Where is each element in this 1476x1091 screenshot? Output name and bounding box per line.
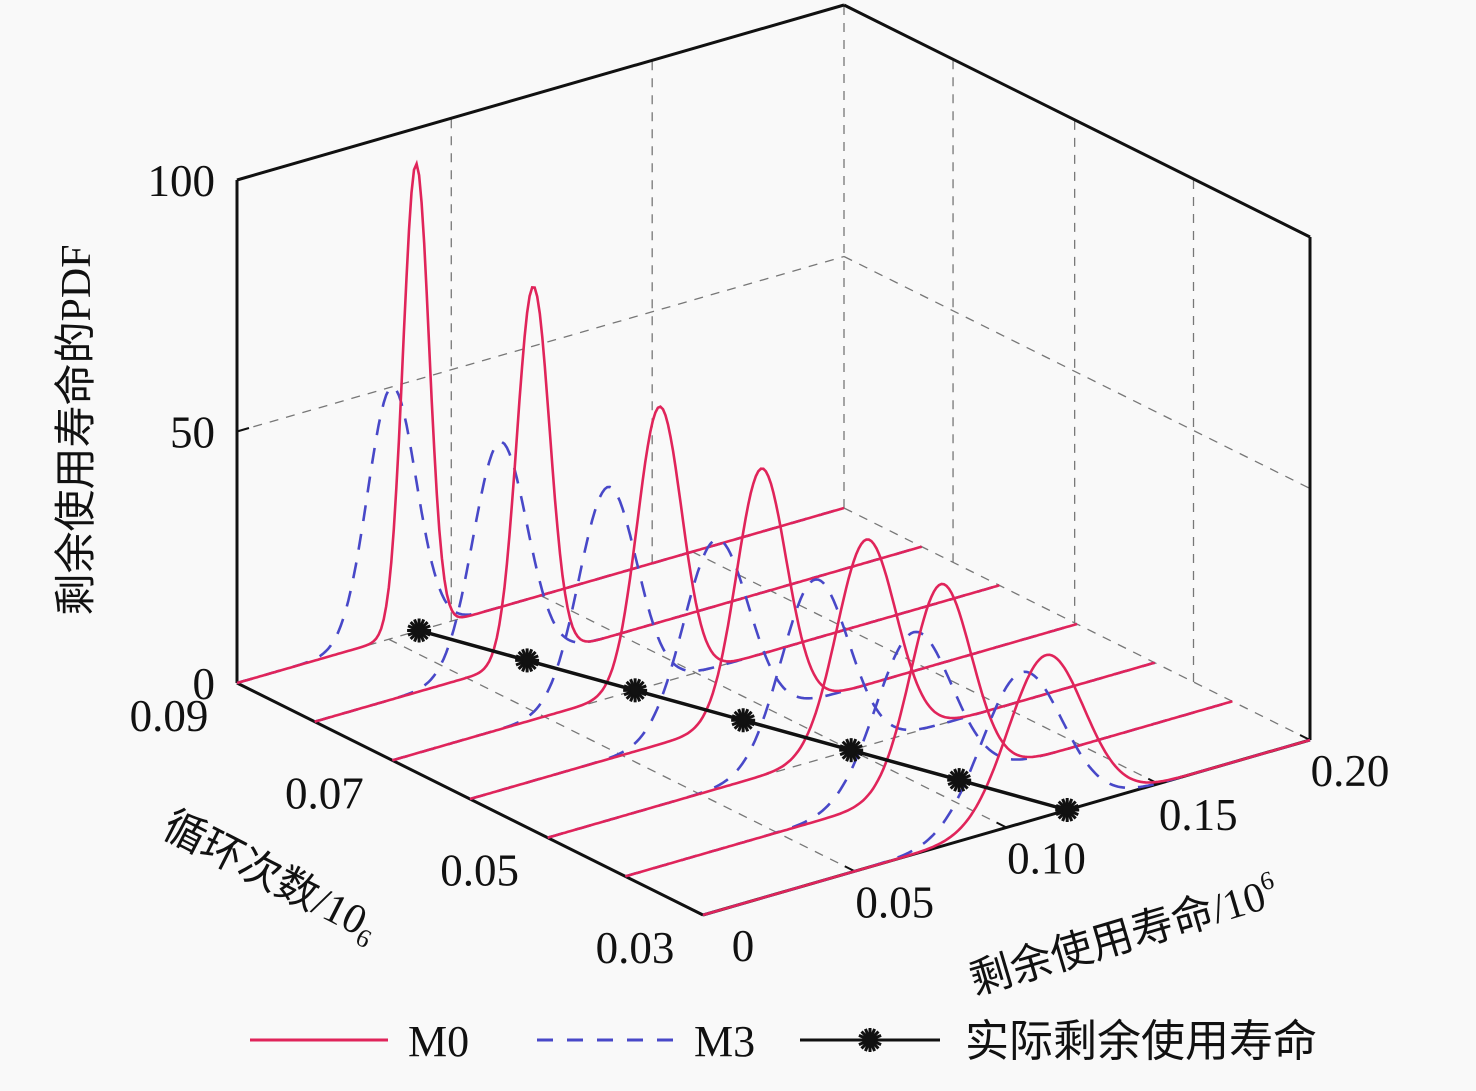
actual-rul-marker	[515, 648, 540, 673]
z-tick-label: 0	[193, 659, 216, 709]
y-tick-label: 0.20	[1311, 746, 1390, 796]
z-tick-label: 100	[148, 156, 216, 206]
star-center	[954, 775, 965, 786]
actual-rul-marker	[731, 708, 756, 733]
m3-pdf-curve	[314, 440, 923, 723]
gridline-z-right-wall	[843, 255, 1311, 490]
actual-rul-marker	[1055, 798, 1080, 822]
gridline-z-left-wall	[236, 255, 845, 433]
actual-rul-marker	[623, 678, 648, 703]
legend-label-actual: 实际剩余使用寿命	[965, 1017, 1317, 1066]
actual-rul-marker	[407, 618, 432, 643]
gridline-floor-rul	[540, 594, 1007, 829]
star-center	[414, 625, 425, 636]
y-tick-label: 0.15	[1159, 790, 1238, 840]
star-center	[738, 715, 749, 726]
y-axis-label: 剩余使用寿命/106	[963, 865, 1283, 1004]
x-tick-label: 0.07	[285, 768, 364, 818]
y-tick-label: 0	[732, 921, 755, 971]
x-axis-label-text: 循环次数/106	[154, 803, 386, 954]
z-tick-mark	[236, 427, 250, 433]
m0-pdf-curve	[391, 405, 1000, 762]
m0-pdf-curve	[469, 467, 1078, 801]
x-tick-label: 0.03	[596, 923, 675, 973]
legend-star-icon	[858, 1028, 882, 1052]
m0-pdf-curve	[624, 582, 1233, 878]
top-edge-right	[843, 3, 1311, 239]
y-tick-label: 0.05	[855, 877, 934, 927]
z-tick-label: 50	[170, 408, 215, 458]
m3-pdf-curve	[547, 578, 1156, 839]
m0-pdf-curve	[314, 286, 923, 723]
star-center	[1062, 805, 1073, 815]
actual-rul-marker	[839, 738, 864, 763]
m0-pdf-curve	[702, 653, 1311, 917]
y-tick-mark	[996, 821, 1007, 829]
y-tick-mark	[692, 909, 704, 916]
legend-label-m0: M0	[408, 1017, 469, 1066]
z-tick-mark	[236, 175, 250, 181]
m3-pdf-curve	[391, 485, 1000, 762]
legend-label-m3: M3	[694, 1017, 755, 1066]
legend: M0 M3 实际剩余使用寿命	[250, 1017, 1317, 1066]
z-axis-label: 剩余使用寿命的PDF	[53, 244, 100, 615]
star-center	[522, 655, 533, 666]
star-center	[865, 1035, 875, 1045]
x-tick-label: 0.09	[130, 691, 209, 741]
star-center	[630, 685, 641, 696]
actual-rul-marker	[947, 768, 972, 793]
m0-pdf-curve	[236, 159, 845, 685]
y-tick-label: 0.10	[1007, 834, 1086, 884]
y-axis-label-text: 剩余使用寿命/106	[963, 865, 1283, 1004]
top-edge-left	[236, 3, 845, 182]
star-center	[846, 745, 857, 756]
legend-star-marker	[858, 1028, 882, 1052]
tick-labels: 0 50 100 0.09 0.07 0.05 0.03 0 0.05 0.10 0.15 0.20	[130, 156, 1390, 973]
m0-pdf-curve	[547, 538, 1156, 839]
curves	[236, 159, 1311, 917]
x-axis-label: 循环次数/106	[154, 803, 386, 954]
x-tick-label: 0.05	[440, 846, 519, 896]
